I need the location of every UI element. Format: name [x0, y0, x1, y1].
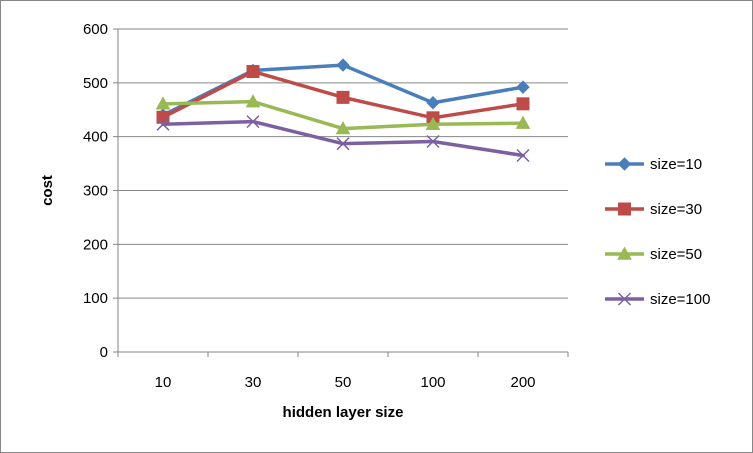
x-axis-title: hidden layer size [283, 404, 404, 421]
data-point-3-2 [336, 137, 350, 151]
data-point-2-0 [155, 96, 171, 110]
data-point-3-4 [516, 148, 530, 163]
data-point-1-0 [156, 110, 170, 124]
y-tick-label-0: 0 [100, 344, 108, 361]
legend-label-3: size=100 [650, 291, 710, 308]
x-tick-label-10: 10 [155, 374, 172, 391]
legend-marker-1 [618, 202, 631, 216]
data-point-1-1 [246, 65, 260, 79]
x-tick-label-100: 100 [420, 374, 445, 391]
legend-label-1: size=30 [650, 201, 702, 218]
data-point-0-4 [516, 80, 530, 94]
data-point-2-4 [515, 115, 531, 129]
data-point-2-3 [425, 116, 441, 130]
x-tick-label-30: 30 [245, 374, 262, 391]
legend-marker-0 [617, 157, 632, 171]
x-tick-label-50: 50 [335, 374, 352, 391]
x-tick-label-200: 200 [510, 374, 535, 391]
data-point-2-2 [335, 121, 351, 135]
y-tick-label-600: 600 [83, 21, 108, 38]
legend-label-0: size=10 [650, 156, 702, 173]
data-point-0-2 [336, 58, 350, 72]
y-tick-label-200: 200 [83, 236, 108, 253]
data-point-3-1 [246, 115, 260, 129]
data-point-3-3 [426, 134, 440, 149]
legend-marker-2 [617, 246, 632, 260]
data-point-1-4 [516, 97, 530, 111]
data-point-3-0 [156, 117, 170, 131]
y-tick-label-300: 300 [83, 183, 108, 200]
y-tick-label-500: 500 [83, 75, 108, 92]
y-axis-title: cost [39, 175, 56, 206]
legend-marker-3 [617, 292, 632, 306]
legend-label-2: size=50 [650, 246, 702, 263]
y-tick-label-100: 100 [83, 290, 108, 307]
y-tick-label-400: 400 [83, 129, 108, 146]
data-point-2-1 [245, 94, 261, 108]
data-point-0-3 [426, 96, 440, 110]
data-point-1-2 [336, 90, 350, 104]
